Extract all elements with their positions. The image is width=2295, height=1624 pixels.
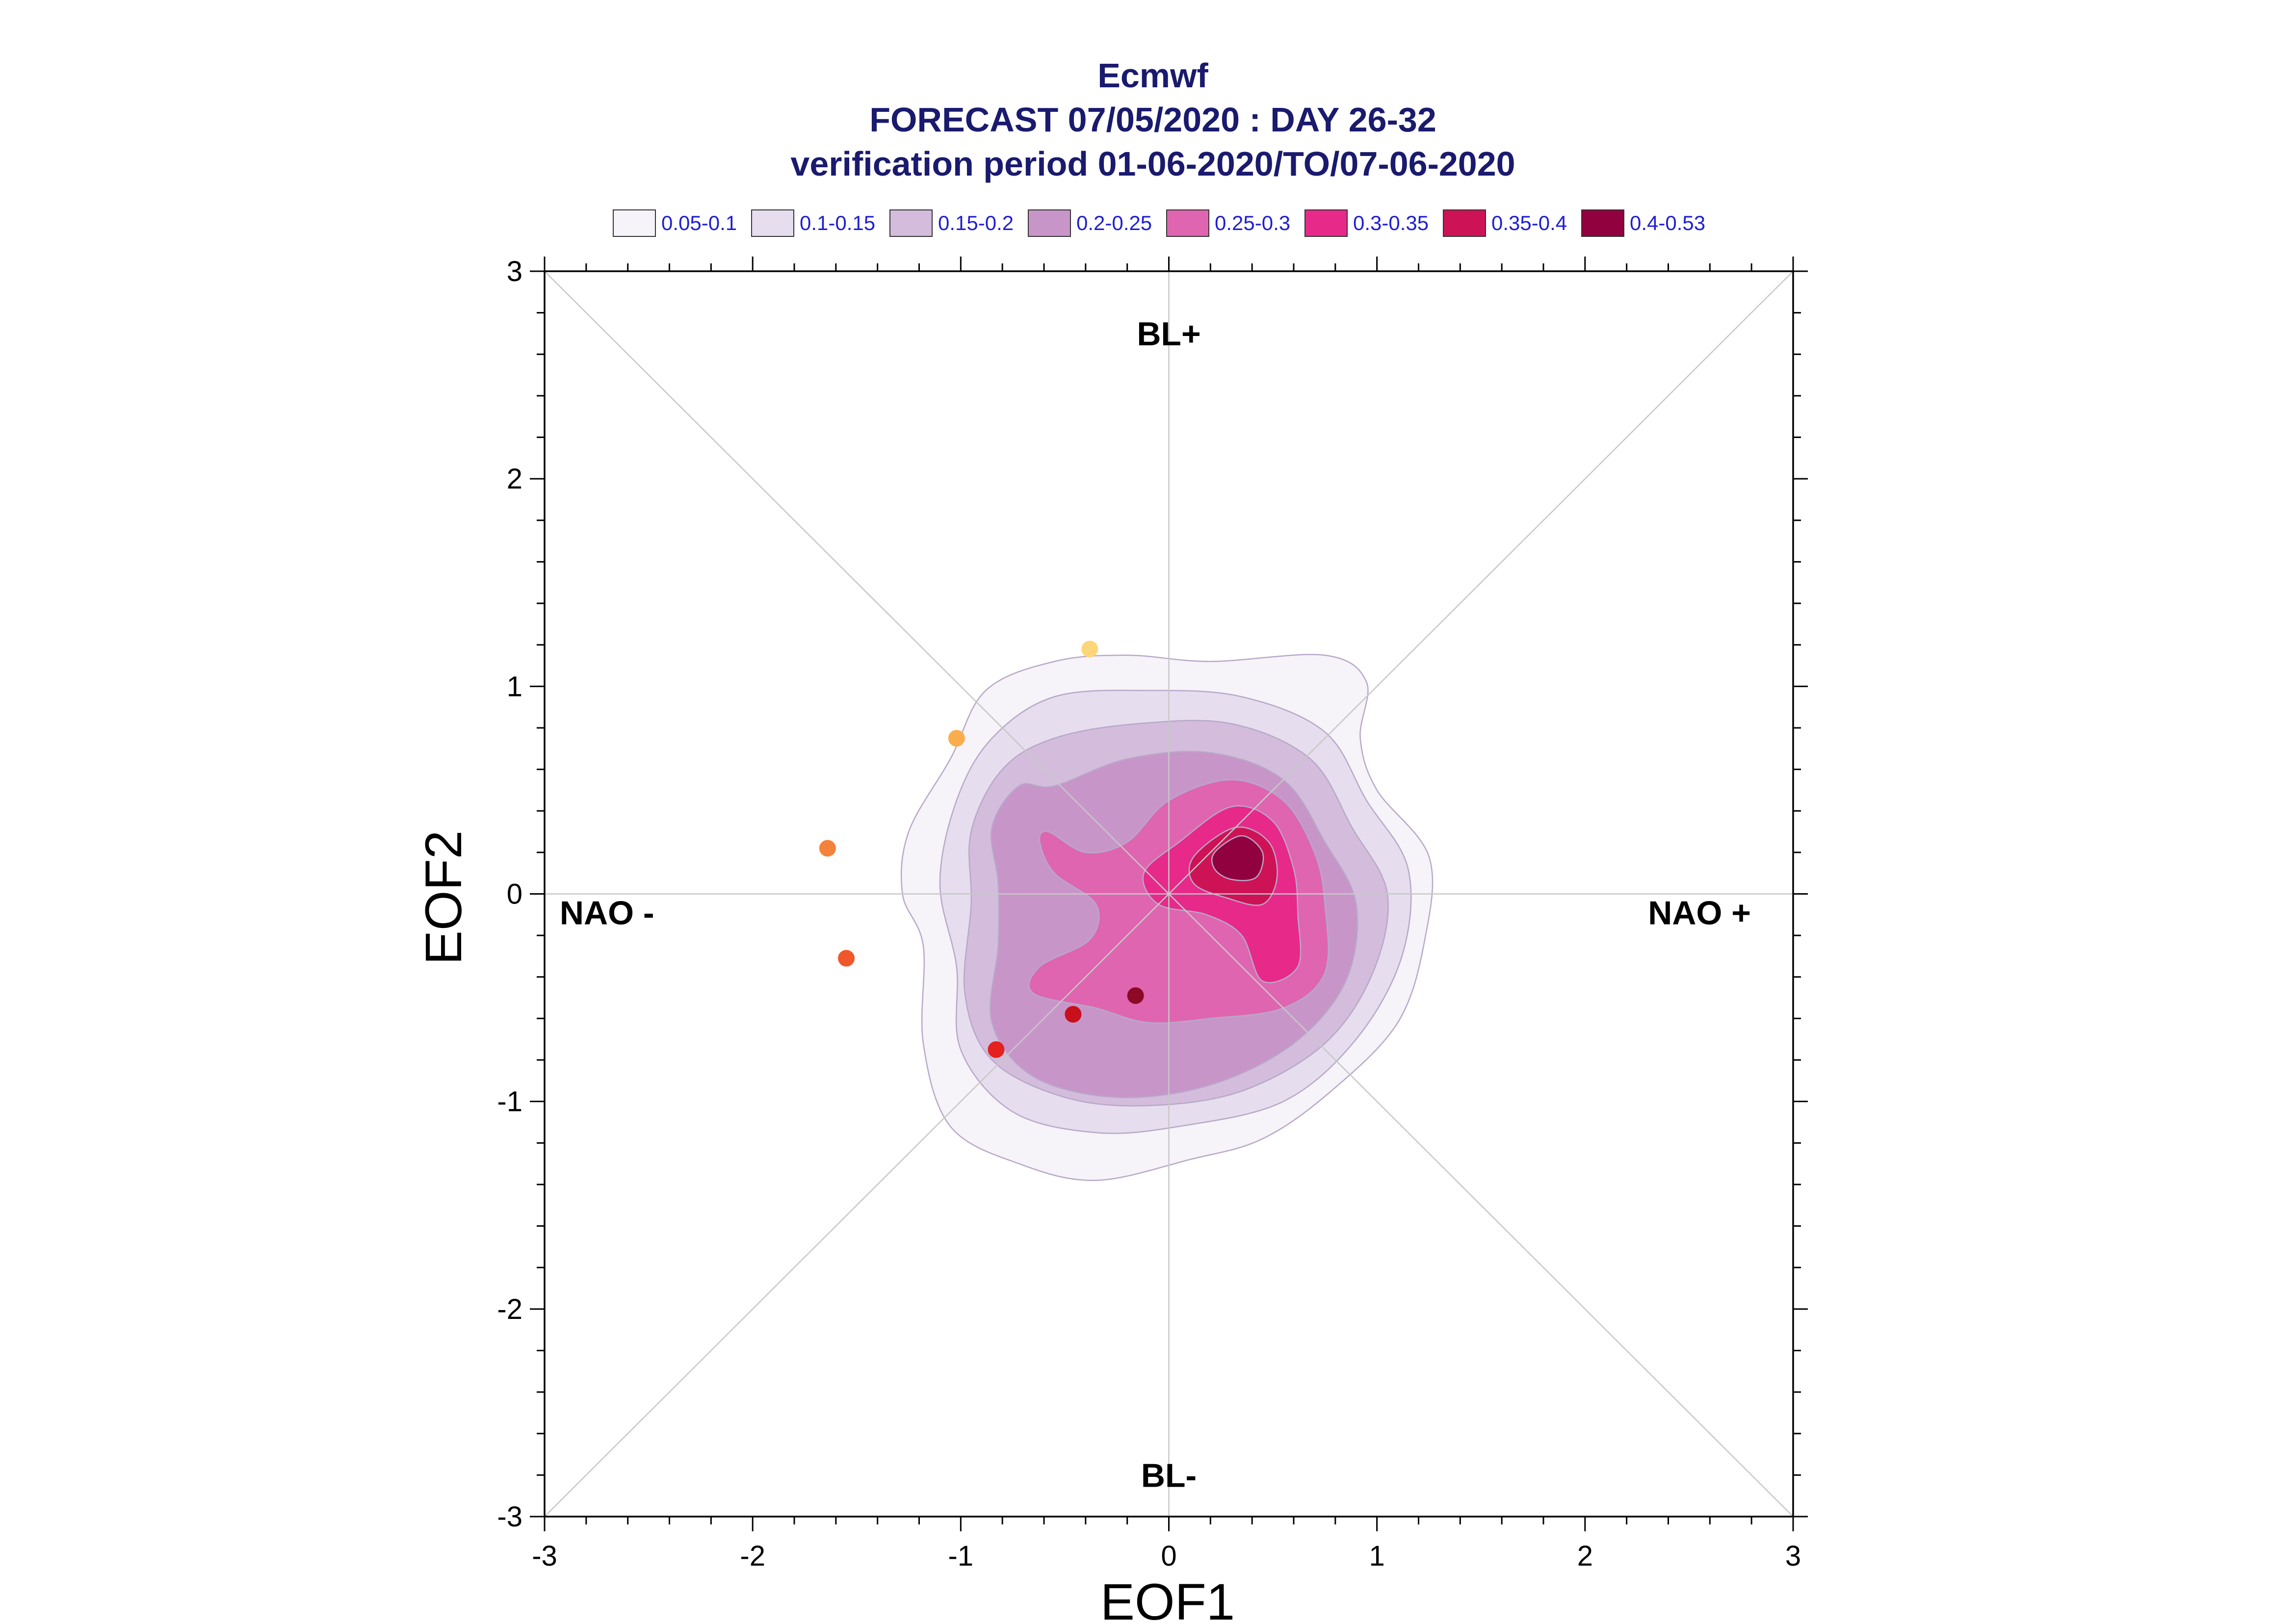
x-tick-label: 3 [1785, 1540, 1801, 1572]
y-tick-label: 3 [507, 256, 522, 287]
legend-label: 0.05-0.1 [661, 211, 737, 234]
y-tick-label: 2 [507, 463, 522, 495]
region-label: NAO - [560, 895, 654, 932]
y-tick-label: -2 [497, 1293, 522, 1325]
region-label: BL- [1141, 1457, 1197, 1494]
x-tick-label: 1 [1369, 1540, 1385, 1572]
chart-subtitle-2: verification period 01-06-2020/TO/07-06-… [790, 145, 1515, 183]
scatter-point [838, 950, 855, 967]
y-tick-label: -1 [497, 1086, 522, 1118]
scatter-point [1081, 641, 1098, 658]
density-contour [1211, 835, 1264, 881]
x-tick-label: -2 [740, 1540, 765, 1572]
chart-titles: Ecmwf FORECAST 07/05/2020 : DAY 26-32 ve… [790, 56, 1515, 183]
scatter-point [1065, 1005, 1082, 1023]
legend-swatch [1443, 209, 1486, 237]
scatter-points [819, 641, 1144, 1058]
x-axis-label: EOF1 [1100, 1573, 1235, 1624]
region-label: BL+ [1137, 315, 1200, 353]
legend-label: 0.2-0.25 [1076, 211, 1152, 234]
legend-swatch [1028, 209, 1071, 237]
x-tick-label: 2 [1577, 1540, 1593, 1572]
region-labels: BL+ BL- NAO - NAO + [560, 315, 1751, 1494]
legend-swatch [1166, 209, 1209, 237]
scatter-point [988, 1041, 1005, 1058]
legend-label: 0.25-0.3 [1215, 211, 1290, 234]
y-tick-label: 0 [507, 878, 522, 910]
region-label: NAO + [1648, 895, 1751, 932]
legend-swatch [1304, 209, 1348, 237]
density-contours [900, 654, 1434, 1181]
y-tick-label: -3 [497, 1501, 522, 1533]
plot-area: -3 -2 -1 0 1 2 3 -3 -2 -1 0 1 2 3 BL+ BL- NAO - NAO + [497, 256, 1808, 1572]
legend-label: 0.4-0.53 [1630, 211, 1705, 234]
legend: 0.05-0.1 0.1-0.15 0.15-0.2 0.2-0.25 0.25-0.3… [613, 209, 1705, 237]
chart-subtitle: FORECAST 07/05/2020 : DAY 26-32 [869, 101, 1436, 139]
x-tick-label: 0 [1161, 1540, 1176, 1572]
y-axis-label: EOF2 [415, 830, 472, 965]
scatter-point [819, 840, 836, 857]
legend-swatch [1581, 209, 1624, 237]
legend-swatch [889, 209, 933, 237]
x-tick-label: -3 [532, 1540, 557, 1572]
legend-label: 0.1-0.15 [800, 211, 875, 234]
scatter-point [948, 730, 965, 747]
chart-title: Ecmwf [1097, 56, 1208, 95]
y-tick-label: 1 [507, 670, 522, 702]
legend-label: 0.35-0.4 [1491, 211, 1567, 234]
x-tick-label: -1 [948, 1540, 974, 1572]
legend-swatch [613, 209, 656, 237]
scatter-point [1127, 987, 1144, 1004]
legend-label: 0.3-0.35 [1353, 211, 1429, 234]
axis-ticks: -3 -2 -1 0 1 2 3 -3 -2 -1 0 1 2 3 [497, 256, 1808, 1572]
guide-lines [544, 271, 1794, 1517]
legend-swatch [751, 209, 794, 237]
legend-label: 0.15-0.2 [938, 211, 1014, 234]
